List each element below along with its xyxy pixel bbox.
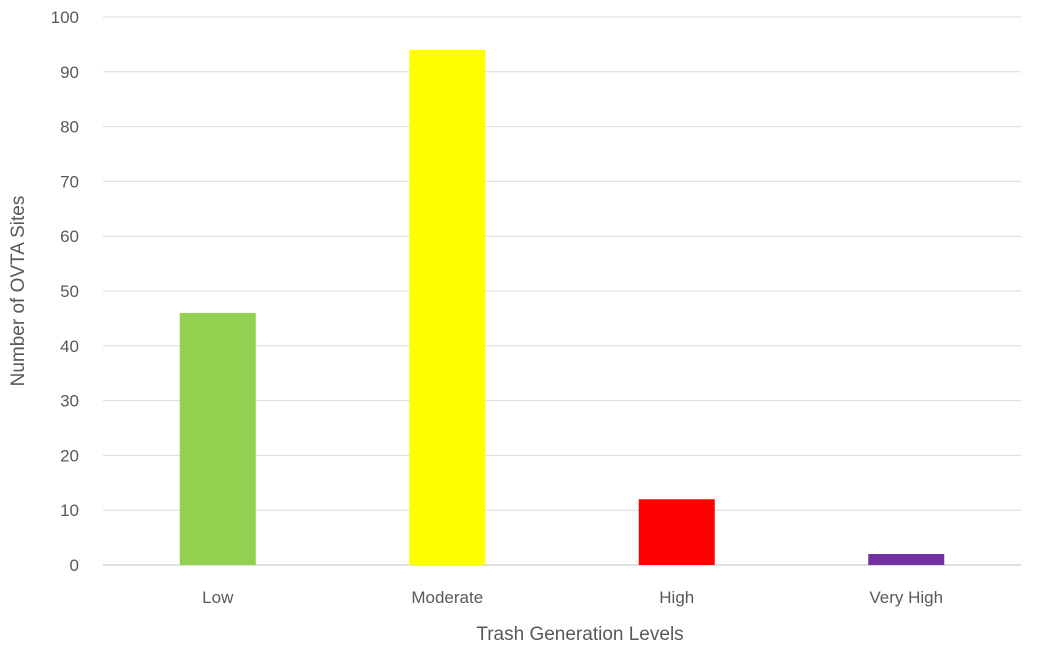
- y-tick-label: 40: [60, 337, 79, 356]
- y-tick-label: 60: [60, 227, 79, 246]
- y-tick-label: 10: [60, 501, 79, 520]
- bar-high: [638, 499, 715, 565]
- y-tick-label: 0: [70, 556, 79, 575]
- bar-low: [179, 312, 256, 565]
- x-tick-label: High: [659, 588, 694, 607]
- y-tick-label: 70: [60, 172, 79, 191]
- y-tick-label: 100: [51, 8, 79, 27]
- bar-very-high: [868, 554, 945, 565]
- gridlines: [103, 16, 1021, 566]
- y-tick-label: 20: [60, 446, 79, 465]
- y-tick-label: 80: [60, 118, 79, 137]
- x-tick-label: Low: [202, 588, 234, 607]
- y-axis-title: Number of OVTA Sites: [8, 196, 29, 387]
- x-tick-label: Very High: [869, 588, 943, 607]
- y-tick-label: 90: [60, 63, 79, 82]
- bars: [179, 49, 945, 565]
- y-tick-label: 50: [60, 282, 79, 301]
- x-axis-ticks: Low Moderate High Very High: [202, 588, 943, 607]
- x-axis-title: Trash Generation Levels: [476, 624, 683, 645]
- y-tick-label: 30: [60, 392, 79, 411]
- x-tick-label: Moderate: [411, 588, 483, 607]
- y-axis-ticks: 0 10 20 30 40 50 60 70 80 90 100: [51, 8, 79, 575]
- bar-moderate: [409, 49, 486, 565]
